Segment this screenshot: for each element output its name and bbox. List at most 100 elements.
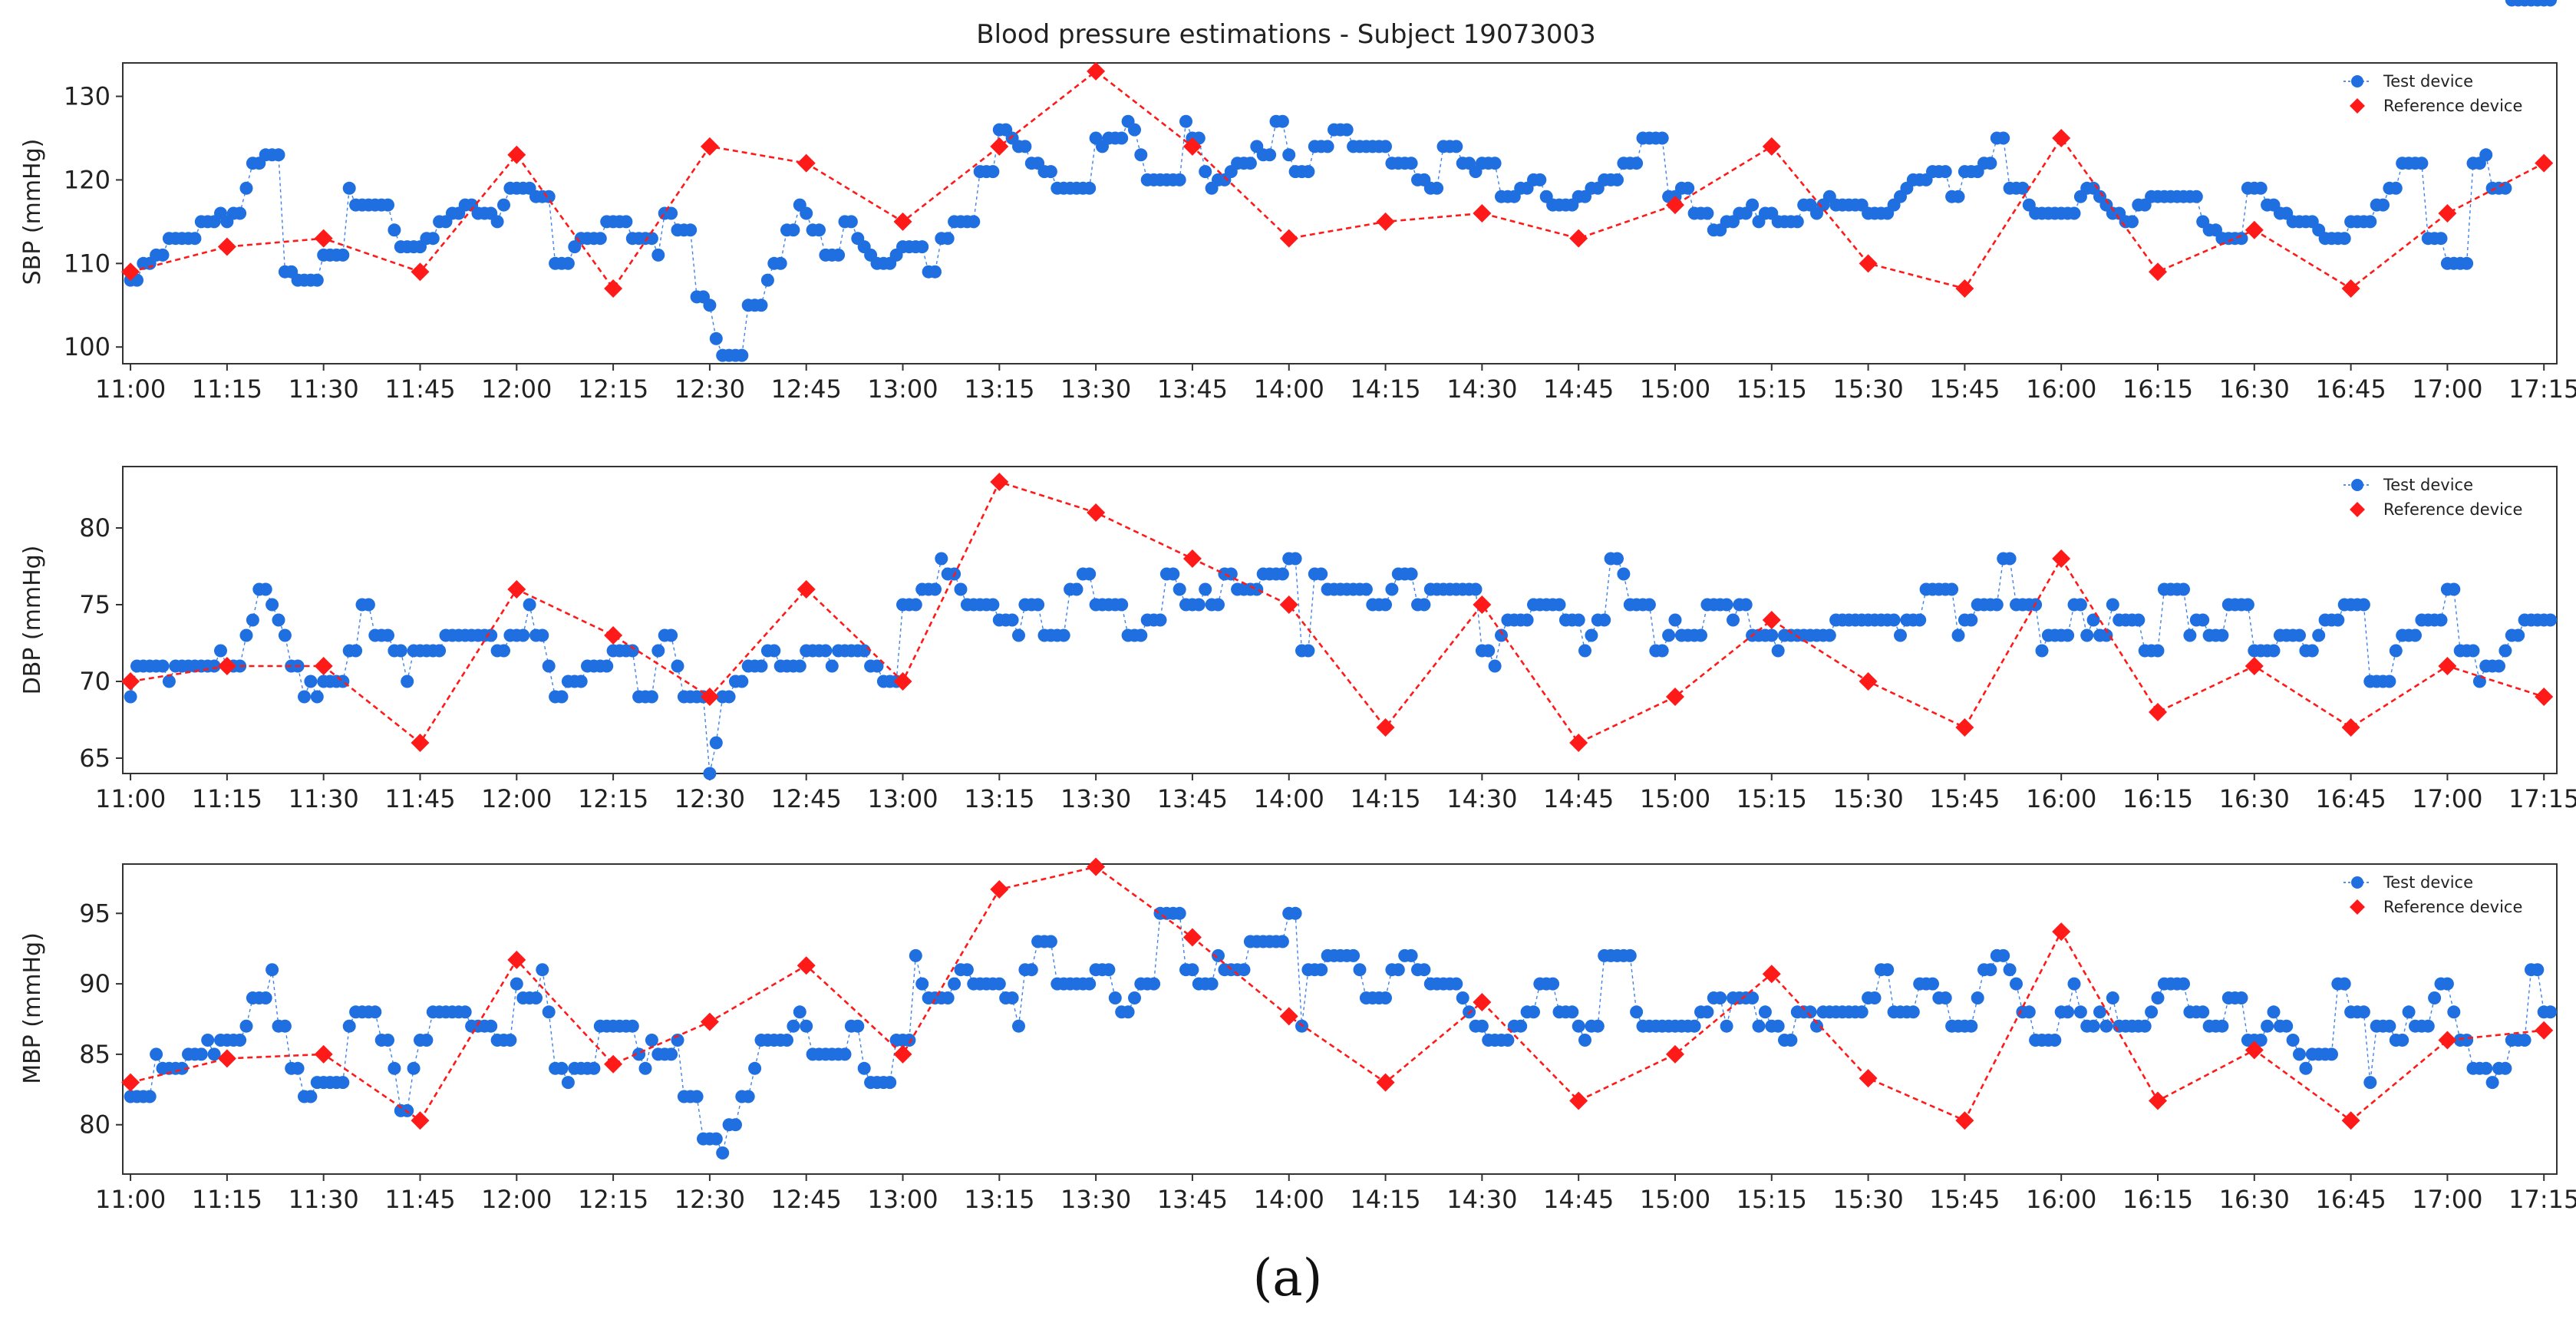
mbp-xtick-label: 13:30 — [1060, 1185, 1131, 1214]
sbp-test-point — [2363, 215, 2377, 229]
dbp-test-point — [298, 690, 311, 704]
dbp-test-point — [1720, 598, 1733, 612]
sbp-legend-reference-marker — [2350, 98, 2365, 114]
sbp-test-point — [800, 206, 813, 220]
dbp-xtick-label: 14:45 — [1543, 784, 1614, 813]
dbp-test-point — [304, 675, 318, 688]
dbp-reference-point — [2438, 657, 2457, 675]
sbp-xtick-label: 15:30 — [1832, 374, 1903, 404]
mbp-test-point — [561, 1076, 575, 1090]
sbp-test-point — [2016, 181, 2030, 195]
dbp-test-point — [1520, 613, 1534, 627]
sbp-test-point — [542, 190, 556, 203]
dbp-test-point — [162, 675, 176, 688]
mbp-test-point — [2518, 1034, 2531, 1047]
dbp-test-point — [1192, 598, 1206, 612]
sbp-test-point — [1018, 140, 1032, 153]
mbp-test-point — [407, 1061, 421, 1075]
dbp-test-point — [1224, 567, 1238, 581]
mbp-legend-test-label: Test device — [2383, 873, 2473, 892]
sbp-test-point — [684, 223, 698, 237]
mbp-test-point — [2177, 977, 2190, 991]
sbp-reference-point — [2438, 204, 2457, 223]
sbp-xtick-label: 16:00 — [2026, 374, 2096, 404]
mbp-xtick-label: 12:15 — [578, 1185, 648, 1214]
mbp-test-point — [992, 977, 1006, 991]
mbp-test-point — [175, 1061, 189, 1075]
sbp-test-point — [2067, 206, 2081, 220]
mbp-test-point — [1275, 935, 1289, 948]
dbp-xtick-label: 11:30 — [289, 784, 359, 813]
dbp-reference-point — [1473, 595, 1492, 614]
mbp-test-point — [1868, 991, 1882, 1004]
mbp-test-point — [2325, 1047, 2338, 1061]
dbp-test-point — [1727, 613, 1740, 627]
mbp-test-point — [2544, 1005, 2558, 1019]
sbp-xtick-label: 12:00 — [481, 374, 552, 404]
mbp-test-point — [1971, 991, 1984, 1004]
sbp-test-point — [1340, 123, 1354, 137]
dbp-test-point — [2331, 613, 2345, 627]
sbp-test-point — [1275, 114, 1289, 128]
dbp-xtick-label: 11:00 — [95, 784, 166, 813]
mbp-test-point — [690, 1090, 704, 1103]
mbp-xtick-label: 11:30 — [289, 1185, 359, 1214]
dbp-test-point — [349, 644, 363, 658]
dbp-test-point — [793, 659, 806, 673]
sbp-test-point — [645, 232, 658, 246]
mbp-xtick-label: 15:45 — [1929, 1185, 2000, 1214]
mbp-test-point — [1012, 1019, 1025, 1033]
mbp-test-point — [2383, 1019, 2396, 1033]
mbp-test-point — [1005, 991, 1019, 1004]
mbp-test-point — [529, 991, 543, 1004]
dbp-xtick-label: 12:30 — [675, 784, 745, 813]
sbp-reference-point — [1182, 137, 1202, 156]
sbp-test-point — [1243, 157, 1257, 170]
dbp-reference-point — [411, 734, 430, 752]
mbp-xtick-label: 15:30 — [1832, 1185, 1903, 1214]
sbp-xtick-label: 15:15 — [1737, 374, 1807, 404]
mbp-xtick-label: 17:15 — [2508, 1185, 2576, 1214]
sbp-test-point — [1301, 165, 1315, 179]
mbp-reference-line — [130, 866, 2545, 1123]
mbp-test-point — [194, 1047, 208, 1061]
dbp-reference-point — [507, 580, 526, 599]
dbp-test-point — [310, 690, 324, 704]
dbp-reference-line — [130, 480, 2545, 744]
mbp-test-point — [1997, 948, 2010, 962]
mbp-test-point — [2421, 1019, 2435, 1033]
dbp-test-point — [2183, 628, 2197, 642]
dbp-test-point — [857, 644, 871, 658]
mbp-test-point — [857, 1061, 871, 1075]
sbp-test-point — [1700, 206, 1714, 220]
sbp-xtick-label: 16:45 — [2316, 374, 2386, 404]
mbp-test-point — [1565, 1005, 1579, 1019]
mbp-test-point — [1205, 977, 1219, 991]
dbp-test-point — [2132, 613, 2146, 627]
sbp-axes-frame — [122, 62, 2558, 364]
dbp-test-point — [2080, 628, 2094, 642]
mbp-reference-point — [1859, 1069, 1878, 1088]
dbp-test-point — [1115, 598, 1129, 612]
sbp-xtick-label: 15:45 — [1929, 374, 2000, 404]
mbp-reference-point — [1376, 1073, 1395, 1092]
sbp-xtick-label: 14:00 — [1254, 374, 1324, 404]
dbp-test-point — [1359, 582, 1373, 596]
mbp-test-point — [510, 977, 523, 991]
mbp-test-point — [150, 1047, 163, 1061]
mbp-test-point — [2286, 1034, 2300, 1047]
sbp-test-point — [1044, 165, 1057, 179]
sbp-legend: Test device Reference device — [2343, 72, 2522, 115]
dbp-test-point — [2099, 628, 2113, 642]
mbp-test-point — [1752, 1019, 1766, 1033]
mbp-test-point — [1314, 963, 1328, 977]
mbp-ytick-label: 90 — [79, 969, 110, 998]
sbp-test-point — [832, 248, 846, 262]
mbp-test-point — [2093, 1005, 2106, 1019]
mbp-test-point — [542, 1005, 556, 1019]
dbp-xtick-label: 16:15 — [2122, 784, 2193, 813]
dbp-test-point — [2409, 628, 2422, 642]
sbp-test-point — [272, 148, 285, 162]
mbp-test-point — [2299, 1061, 2313, 1075]
mbp-test-point — [1212, 948, 1225, 962]
